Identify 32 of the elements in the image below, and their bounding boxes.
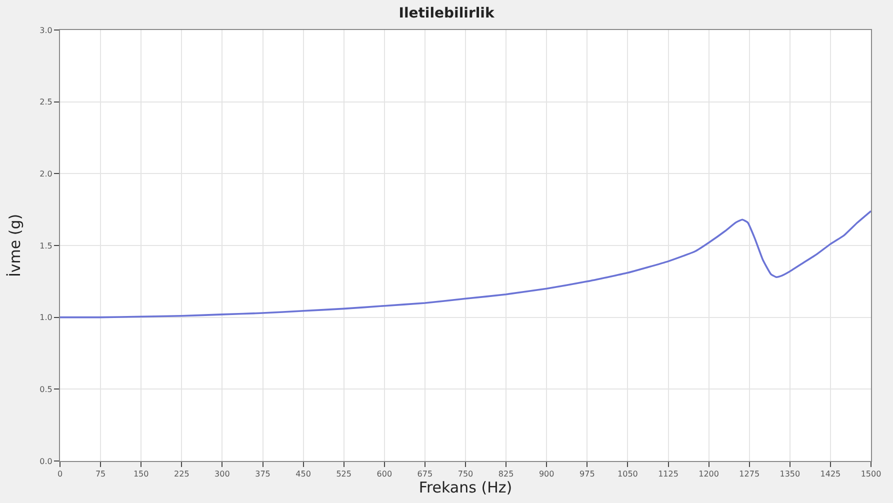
y-tick-label: 0.0: [40, 456, 52, 466]
x-tick-label: 900: [538, 470, 554, 479]
line-series: [60, 210, 871, 318]
y-tick-label: 0.5: [40, 384, 52, 394]
y-axis-title: İvme (g): [6, 214, 24, 278]
x-tick-label: 1350: [780, 470, 800, 479]
x-tick-label: 1425: [820, 470, 841, 479]
y-tick-label: 2.5: [40, 98, 52, 107]
x-tick-label: 975: [580, 470, 595, 479]
y-tick-label: 3.0: [40, 26, 52, 35]
x-tick-label: 375: [255, 470, 270, 479]
x-tick-label: 450: [296, 470, 311, 479]
x-tick-label: 300: [214, 470, 230, 479]
x-tick-label: 525: [336, 470, 352, 479]
y-tick-label: 1.0: [40, 313, 52, 322]
x-tick-label: 750: [458, 470, 474, 479]
x-tick-label: 1275: [739, 470, 760, 479]
chart-title: Iletilebilirlik: [398, 5, 495, 22]
x-tick-label: 1125: [658, 470, 678, 479]
x-tick-label: 150: [133, 470, 149, 479]
x-tick-label: 600: [376, 470, 392, 479]
y-tick-label: 1.5: [40, 241, 52, 250]
x-tick-label: 0: [57, 470, 63, 479]
x-axis-title: Frekans (Hz): [418, 478, 512, 497]
x-tick-label: 1200: [698, 470, 719, 479]
y-tick-label: 2.0: [40, 169, 52, 178]
x-tick-label: 1500: [860, 470, 882, 479]
x-tick-label: 225: [174, 470, 190, 479]
x-tick-label: 825: [498, 470, 514, 479]
x-tick-label: 75: [95, 470, 106, 479]
x-tick-label: 1050: [618, 470, 638, 479]
x-tick-label: 675: [417, 470, 433, 479]
